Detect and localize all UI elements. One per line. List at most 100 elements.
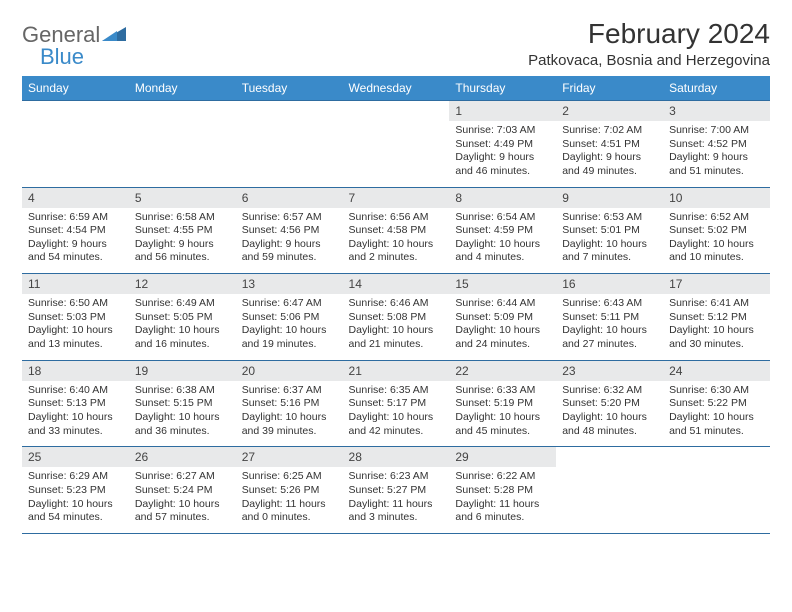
sunrise-text: Sunrise: 6:37 AM bbox=[242, 384, 337, 398]
sunrise-text: Sunrise: 6:49 AM bbox=[135, 297, 230, 311]
logo: General Blue bbox=[22, 18, 126, 70]
sunrise-text: Sunrise: 6:27 AM bbox=[135, 470, 230, 484]
day-cell: 29Sunrise: 6:22 AMSunset: 5:28 PMDayligh… bbox=[449, 447, 556, 534]
day-data: Sunrise: 6:33 AMSunset: 5:19 PMDaylight:… bbox=[449, 381, 556, 447]
daylight-text-1: Daylight: 10 hours bbox=[349, 411, 444, 425]
sunrise-text: Sunrise: 6:50 AM bbox=[28, 297, 123, 311]
sunrise-text: Sunrise: 6:35 AM bbox=[349, 384, 444, 398]
day-cell: 25Sunrise: 6:29 AMSunset: 5:23 PMDayligh… bbox=[22, 447, 129, 534]
sunset-text: Sunset: 4:51 PM bbox=[562, 138, 657, 152]
logo-triangle-icon bbox=[102, 24, 126, 47]
day-cell bbox=[236, 101, 343, 188]
day-number: 4 bbox=[22, 188, 129, 208]
sunrise-text: Sunrise: 6:38 AM bbox=[135, 384, 230, 398]
dow-monday: Monday bbox=[129, 76, 236, 101]
day-number: 21 bbox=[343, 361, 450, 381]
day-data: Sunrise: 6:56 AMSunset: 4:58 PMDaylight:… bbox=[343, 208, 450, 274]
day-data: Sunrise: 6:23 AMSunset: 5:27 PMDaylight:… bbox=[343, 467, 450, 533]
daylight-text-1: Daylight: 10 hours bbox=[455, 324, 550, 338]
day-data-empty bbox=[343, 121, 450, 171]
daylight-text-1: Daylight: 10 hours bbox=[135, 498, 230, 512]
day-number: 22 bbox=[449, 361, 556, 381]
day-data: Sunrise: 6:27 AMSunset: 5:24 PMDaylight:… bbox=[129, 467, 236, 533]
day-number: 10 bbox=[663, 188, 770, 208]
day-data: Sunrise: 6:29 AMSunset: 5:23 PMDaylight:… bbox=[22, 467, 129, 533]
day-data: Sunrise: 6:43 AMSunset: 5:11 PMDaylight:… bbox=[556, 294, 663, 360]
day-cell bbox=[343, 101, 450, 188]
daylight-text-2: and 10 minutes. bbox=[669, 251, 764, 265]
daylight-text-2: and 6 minutes. bbox=[455, 511, 550, 525]
sunset-text: Sunset: 4:52 PM bbox=[669, 138, 764, 152]
daylight-text-1: Daylight: 10 hours bbox=[242, 324, 337, 338]
day-cell: 12Sunrise: 6:49 AMSunset: 5:05 PMDayligh… bbox=[129, 274, 236, 361]
daylight-text-1: Daylight: 11 hours bbox=[455, 498, 550, 512]
day-data: Sunrise: 6:25 AMSunset: 5:26 PMDaylight:… bbox=[236, 467, 343, 533]
sunset-text: Sunset: 5:19 PM bbox=[455, 397, 550, 411]
day-number: 20 bbox=[236, 361, 343, 381]
day-data: Sunrise: 7:00 AMSunset: 4:52 PMDaylight:… bbox=[663, 121, 770, 187]
sunset-text: Sunset: 5:12 PM bbox=[669, 311, 764, 325]
sunset-text: Sunset: 5:22 PM bbox=[669, 397, 764, 411]
daylight-text-1: Daylight: 9 hours bbox=[455, 151, 550, 165]
daylight-text-1: Daylight: 10 hours bbox=[562, 238, 657, 252]
day-data: Sunrise: 6:32 AMSunset: 5:20 PMDaylight:… bbox=[556, 381, 663, 447]
day-data: Sunrise: 6:41 AMSunset: 5:12 PMDaylight:… bbox=[663, 294, 770, 360]
sunset-text: Sunset: 5:06 PM bbox=[242, 311, 337, 325]
sunrise-text: Sunrise: 7:03 AM bbox=[455, 124, 550, 138]
sunset-text: Sunset: 5:01 PM bbox=[562, 224, 657, 238]
daylight-text-2: and 56 minutes. bbox=[135, 251, 230, 265]
sunset-text: Sunset: 5:23 PM bbox=[28, 484, 123, 498]
sunset-text: Sunset: 5:05 PM bbox=[135, 311, 230, 325]
daylight-text-2: and 39 minutes. bbox=[242, 425, 337, 439]
sunrise-text: Sunrise: 6:30 AM bbox=[669, 384, 764, 398]
day-cell bbox=[556, 447, 663, 534]
sunset-text: Sunset: 5:16 PM bbox=[242, 397, 337, 411]
daylight-text-2: and 30 minutes. bbox=[669, 338, 764, 352]
daylight-text-2: and 16 minutes. bbox=[135, 338, 230, 352]
sunrise-text: Sunrise: 6:41 AM bbox=[669, 297, 764, 311]
day-number-empty bbox=[129, 101, 236, 121]
day-data: Sunrise: 6:50 AMSunset: 5:03 PMDaylight:… bbox=[22, 294, 129, 360]
day-cell: 17Sunrise: 6:41 AMSunset: 5:12 PMDayligh… bbox=[663, 274, 770, 361]
day-cell: 27Sunrise: 6:25 AMSunset: 5:26 PMDayligh… bbox=[236, 447, 343, 534]
sunrise-text: Sunrise: 6:59 AM bbox=[28, 211, 123, 225]
day-cell: 6Sunrise: 6:57 AMSunset: 4:56 PMDaylight… bbox=[236, 187, 343, 274]
day-data: Sunrise: 6:35 AMSunset: 5:17 PMDaylight:… bbox=[343, 381, 450, 447]
daylight-text-2: and 2 minutes. bbox=[349, 251, 444, 265]
sunset-text: Sunset: 5:17 PM bbox=[349, 397, 444, 411]
sunrise-text: Sunrise: 6:53 AM bbox=[562, 211, 657, 225]
daylight-text-1: Daylight: 10 hours bbox=[349, 324, 444, 338]
sunrise-text: Sunrise: 6:43 AM bbox=[562, 297, 657, 311]
day-number: 27 bbox=[236, 447, 343, 467]
day-number: 15 bbox=[449, 274, 556, 294]
daylight-text-2: and 49 minutes. bbox=[562, 165, 657, 179]
day-data-empty bbox=[22, 121, 129, 171]
day-number: 2 bbox=[556, 101, 663, 121]
day-cell: 7Sunrise: 6:56 AMSunset: 4:58 PMDaylight… bbox=[343, 187, 450, 274]
day-data: Sunrise: 6:57 AMSunset: 4:56 PMDaylight:… bbox=[236, 208, 343, 274]
day-data: Sunrise: 6:54 AMSunset: 4:59 PMDaylight:… bbox=[449, 208, 556, 274]
sunset-text: Sunset: 4:54 PM bbox=[28, 224, 123, 238]
daylight-text-2: and 21 minutes. bbox=[349, 338, 444, 352]
day-of-week-row: SundayMondayTuesdayWednesdayThursdayFrid… bbox=[22, 76, 770, 101]
daylight-text-2: and 54 minutes. bbox=[28, 511, 123, 525]
day-data: Sunrise: 6:46 AMSunset: 5:08 PMDaylight:… bbox=[343, 294, 450, 360]
day-number: 12 bbox=[129, 274, 236, 294]
day-data: Sunrise: 6:49 AMSunset: 5:05 PMDaylight:… bbox=[129, 294, 236, 360]
day-cell: 28Sunrise: 6:23 AMSunset: 5:27 PMDayligh… bbox=[343, 447, 450, 534]
day-cell: 10Sunrise: 6:52 AMSunset: 5:02 PMDayligh… bbox=[663, 187, 770, 274]
daylight-text-2: and 7 minutes. bbox=[562, 251, 657, 265]
sunrise-text: Sunrise: 7:02 AM bbox=[562, 124, 657, 138]
sunrise-text: Sunrise: 6:57 AM bbox=[242, 211, 337, 225]
daylight-text-2: and 57 minutes. bbox=[135, 511, 230, 525]
day-number: 24 bbox=[663, 361, 770, 381]
dow-sunday: Sunday bbox=[22, 76, 129, 101]
daylight-text-1: Daylight: 10 hours bbox=[135, 411, 230, 425]
sunrise-text: Sunrise: 7:00 AM bbox=[669, 124, 764, 138]
daylight-text-1: Daylight: 9 hours bbox=[242, 238, 337, 252]
sunset-text: Sunset: 5:26 PM bbox=[242, 484, 337, 498]
sunrise-text: Sunrise: 6:46 AM bbox=[349, 297, 444, 311]
day-data: Sunrise: 7:02 AMSunset: 4:51 PMDaylight:… bbox=[556, 121, 663, 187]
day-cell: 19Sunrise: 6:38 AMSunset: 5:15 PMDayligh… bbox=[129, 360, 236, 447]
day-data-empty bbox=[129, 121, 236, 171]
